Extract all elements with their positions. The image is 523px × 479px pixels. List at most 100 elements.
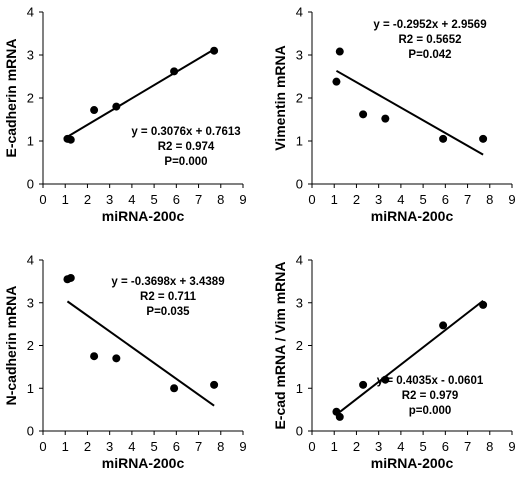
x-tick-label: 8 — [486, 192, 493, 207]
x-tick-label: 4 — [397, 439, 404, 454]
x-tick-label: 7 — [195, 192, 202, 207]
x-tick-label: 5 — [150, 439, 157, 454]
data-point — [90, 106, 99, 115]
x-tick-label: 5 — [150, 192, 157, 207]
x-tick-label: 0 — [308, 439, 315, 454]
y-tick-label: 0 — [296, 177, 303, 192]
regression-annotation: P=0.042 — [408, 49, 451, 61]
x-tick-label: 5 — [419, 439, 426, 454]
trendline — [66, 48, 215, 138]
data-point — [479, 134, 488, 143]
x-tick-label: 9 — [508, 192, 515, 207]
trendline — [335, 299, 484, 416]
y-tick-label: 4 — [27, 253, 34, 268]
x-tick-label: 8 — [486, 439, 493, 454]
x-tick-label: 3 — [375, 192, 382, 207]
x-tick-label: 4 — [397, 192, 404, 207]
y-axis-label: Vimentin mRNA — [272, 45, 288, 151]
x-tick-label: 0 — [39, 192, 46, 207]
x-tick-label: 1 — [62, 192, 69, 207]
trendline — [66, 300, 215, 407]
x-axis-label: miRNA-200c — [371, 208, 454, 224]
x-tick-label: 4 — [128, 192, 135, 207]
y-tick-label: 0 — [296, 424, 303, 439]
x-tick-label: 9 — [239, 192, 246, 207]
data-point — [381, 375, 390, 384]
trendline — [335, 69, 484, 156]
regression-annotation: R2 = 0.974 — [158, 141, 215, 153]
x-axis-label: miRNA-200c — [102, 455, 185, 471]
regression-annotation: y = -0.3698x + 3.4389 — [111, 276, 224, 288]
y-tick-label: 1 — [296, 381, 303, 396]
y-tick-label: 4 — [27, 5, 34, 20]
data-point — [359, 110, 368, 119]
y-tick-label: 0 — [27, 177, 34, 192]
regression-annotation: P=0.000 — [164, 156, 207, 168]
data-point — [439, 321, 448, 330]
x-tick-label: 9 — [239, 439, 246, 454]
x-tick-label: 0 — [308, 192, 315, 207]
regression-annotation: R2 = 0.979 — [402, 390, 459, 402]
data-point — [439, 134, 448, 143]
regression-annotation: y = -0.2952x + 2.9569 — [373, 19, 486, 31]
data-point — [170, 67, 179, 76]
y-tick-label: 2 — [27, 91, 34, 106]
x-tick-label: 2 — [84, 439, 91, 454]
x-tick-label: 6 — [442, 192, 449, 207]
y-axis-label: E-cadherin mRNA — [3, 38, 19, 157]
x-tick-label: 2 — [353, 439, 360, 454]
y-axis-label: N-cadherin mRNA — [3, 286, 19, 406]
y-tick-label: 3 — [296, 48, 303, 63]
x-tick-label: 6 — [442, 439, 449, 454]
regression-annotation: y = 0.3076x + 0.7613 — [131, 126, 240, 138]
x-tick-label: 7 — [195, 439, 202, 454]
x-tick-label: 9 — [508, 439, 515, 454]
data-point — [210, 380, 219, 389]
data-point — [332, 77, 341, 86]
x-tick-label: 4 — [128, 439, 135, 454]
data-point — [90, 352, 99, 361]
x-tick-label: 6 — [173, 439, 180, 454]
x-tick-label: 1 — [331, 192, 338, 207]
data-point — [66, 273, 75, 282]
x-axis-label: miRNA-200c — [371, 455, 454, 471]
regression-annotation: P=0.035 — [146, 306, 190, 318]
data-point — [359, 380, 368, 389]
y-tick-label: 1 — [27, 381, 34, 396]
y-tick-label: 4 — [296, 253, 303, 268]
y-tick-label: 3 — [27, 295, 34, 310]
y-tick-label: 0 — [27, 424, 34, 439]
data-point — [112, 354, 121, 363]
data-point — [170, 384, 179, 393]
y-axis-label: E-cad mRNA / Vim mRNA — [272, 261, 288, 429]
y-tick-label: 2 — [296, 338, 303, 353]
x-tick-label: 7 — [464, 192, 471, 207]
data-point — [335, 47, 344, 56]
x-tick-label: 3 — [106, 439, 113, 454]
y-tick-label: 1 — [296, 134, 303, 149]
y-tick-label: 4 — [296, 5, 303, 20]
regression-annotation: y = 0.4035x - 0.0601 — [377, 375, 484, 387]
y-tick-label: 3 — [296, 295, 303, 310]
y-tick-label: 1 — [27, 134, 34, 149]
x-tick-label: 2 — [353, 192, 360, 207]
regression-annotation: R2 = 0.5652 — [399, 34, 462, 46]
data-point — [66, 135, 75, 144]
regression-annotation: p=0.000 — [409, 405, 452, 417]
y-tick-label: 3 — [27, 48, 34, 63]
x-axis-label: miRNA-200c — [102, 208, 185, 224]
x-tick-label: 8 — [217, 439, 224, 454]
x-tick-label: 1 — [62, 439, 69, 454]
x-tick-label: 5 — [419, 192, 426, 207]
data-point — [210, 46, 219, 55]
x-tick-label: 3 — [106, 192, 113, 207]
data-point — [381, 114, 390, 123]
x-tick-label: 3 — [375, 439, 382, 454]
data-point — [335, 412, 344, 421]
data-point — [112, 102, 121, 111]
y-tick-label: 2 — [27, 338, 34, 353]
